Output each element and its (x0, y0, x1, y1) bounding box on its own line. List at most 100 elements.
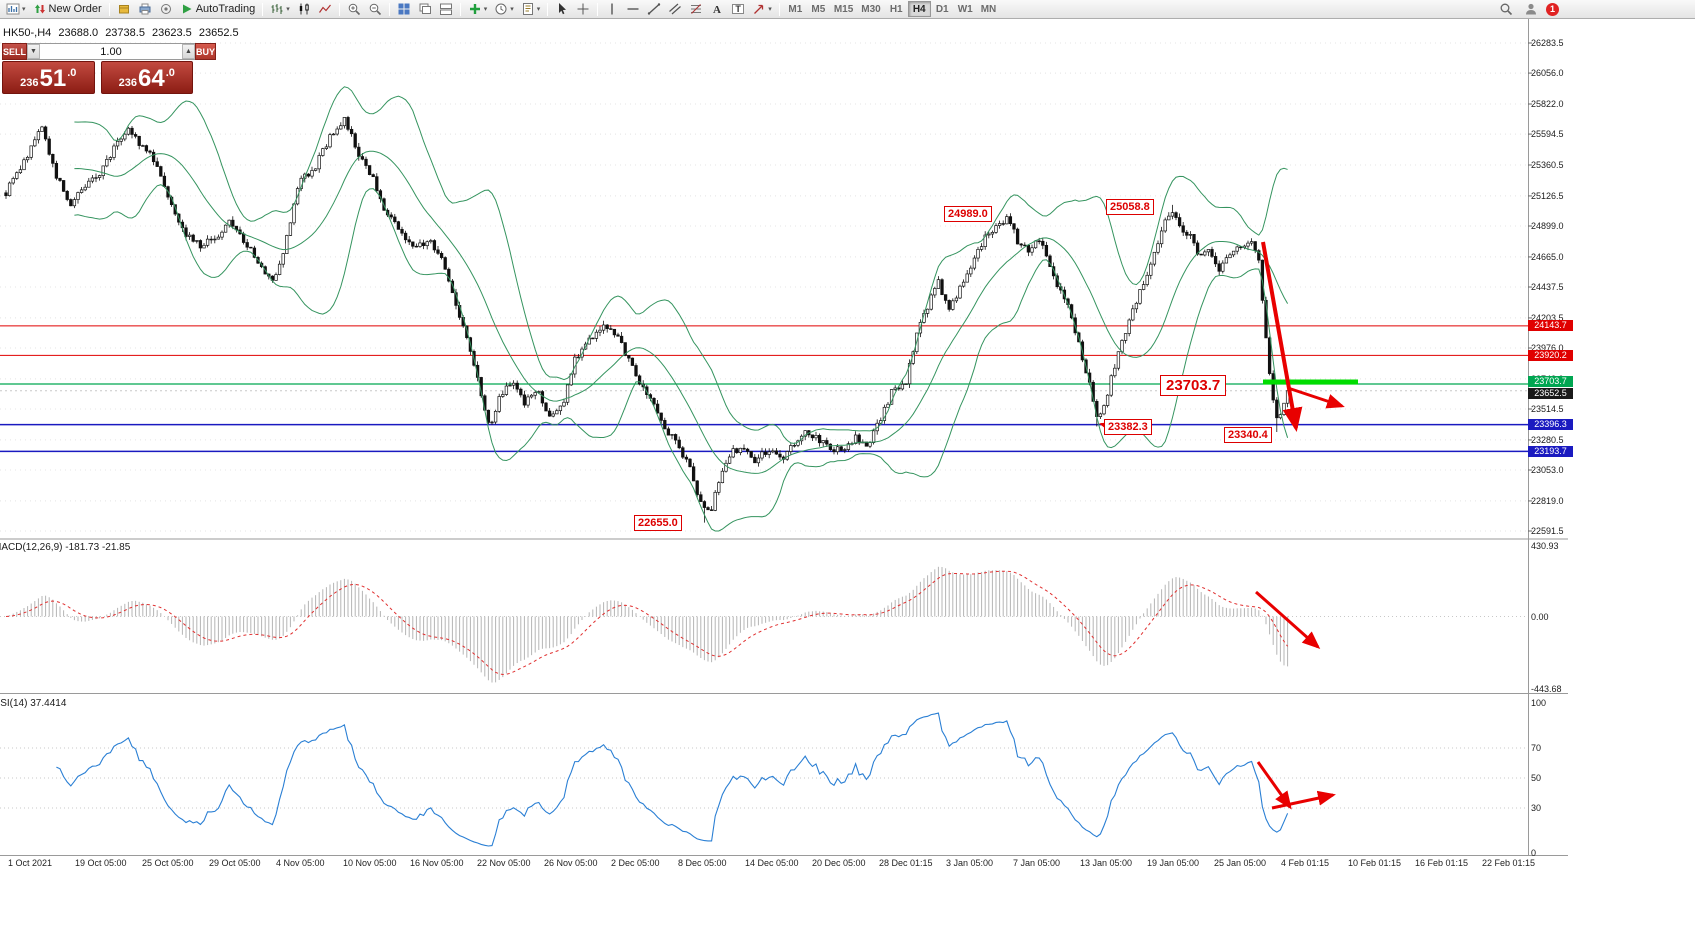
horizontal-line-icon (627, 8, 639, 10)
arrow-shapes-icon (754, 4, 764, 14)
cursor-tool-button[interactable] (552, 1, 572, 18)
clock-icon (495, 3, 507, 15)
text-icon: A (713, 4, 721, 16)
toolbar-right-cluster: 1 (1496, 1, 1559, 18)
new-order-button[interactable]: New Order (30, 1, 105, 18)
add-indicator-button[interactable]: ▾ (465, 1, 491, 18)
svg-text:A: A (713, 4, 721, 16)
green-plus-icon (469, 4, 480, 14)
search-icon (1500, 3, 1513, 16)
chart-ohlc-header: HK50-,H4 23688.0 23738.5 23623.5 23652.5 (3, 27, 243, 39)
sell-price-prefix: 236 (20, 77, 39, 89)
caret-down-icon: ▾ (483, 5, 488, 13)
rsi-header: RSI(14) 37.4414 (0, 698, 67, 709)
zoom-out-icon (369, 3, 381, 16)
chart-window-icon (6, 3, 20, 15)
sell-button[interactable]: SELL (2, 43, 28, 60)
timeframe-button-d1[interactable]: D1 (931, 1, 954, 17)
macd-header: MACD(12,26,9) -181.73 -21.85 (0, 542, 131, 553)
caret-down-icon: ▾ (536, 5, 541, 13)
candlestick-chart-type-button[interactable] (294, 1, 314, 18)
buy-price-display[interactable]: 236 64 .0 (100, 61, 193, 94)
arrange-windows-button[interactable] (436, 1, 456, 18)
timeframe-button-h4[interactable]: H4 (907, 1, 931, 17)
package-icon (118, 5, 129, 14)
tile-windows-icon (398, 3, 410, 15)
buy-button[interactable]: BUY (195, 43, 217, 60)
account-button[interactable] (1521, 1, 1541, 18)
notification-badge[interactable]: 1 (1546, 2, 1559, 16)
price-callout[interactable]: 25058.8 (1106, 199, 1154, 215)
sell-price-big-digits: 51 (39, 65, 67, 92)
sell-price-suffix: .0 (67, 67, 77, 79)
vertical-line-tool-button[interactable] (602, 1, 622, 18)
buy-price-big-digits: 64 (137, 65, 165, 92)
cascade-windows-button[interactable] (415, 1, 435, 18)
fibonacci-tool-button[interactable] (686, 1, 706, 18)
rsi-layer (0, 712, 1528, 847)
package-button[interactable] (114, 1, 134, 18)
price-callout[interactable]: 23382.3 (1104, 419, 1152, 435)
text-label-tool-button[interactable]: T (728, 1, 748, 18)
annotations-layer (1099, 241, 1358, 810)
timeframe-button-m30[interactable]: M30 (857, 1, 884, 17)
symbol-period-label: HK50-,H4 (3, 27, 52, 39)
buy-price-suffix: .0 (165, 67, 175, 79)
caret-down-icon: ▾ (286, 5, 290, 13)
bar-chart-type-button[interactable]: ▾ (267, 1, 293, 18)
channel-tool-button[interactable] (665, 1, 685, 18)
volume-input[interactable] (40, 44, 183, 59)
timeframe-button-m15[interactable]: M15 (830, 1, 857, 17)
timeframe-button-m1[interactable]: M1 (784, 1, 807, 17)
templates-button[interactable]: ▾ (518, 1, 544, 18)
autotrading-play-icon (182, 4, 192, 14)
caret-down-icon: ▾ (510, 5, 514, 13)
autotrading-button[interactable]: AutoTrading (177, 1, 259, 18)
main-toolbar: ▾ New Order AutoTrading ▾ (0, 0, 1695, 19)
price-callout[interactable]: 22655.0 (634, 515, 682, 531)
crosshair-icon (577, 3, 589, 15)
line-chart-type-button[interactable] (315, 1, 335, 18)
toolbar-separator (388, 2, 390, 16)
close-value: 23652.5 (198, 27, 239, 39)
record-button[interactable] (156, 1, 176, 18)
volume-increase-button[interactable]: ▲ (182, 44, 196, 59)
buy-price-prefix: 236 (118, 77, 137, 89)
price-callout[interactable]: 23340.4 (1224, 427, 1272, 443)
zoom-in-button[interactable] (344, 1, 364, 18)
cascade-windows-icon (419, 3, 431, 14)
trendline-icon (648, 3, 661, 15)
timeframe-button-mn[interactable]: MN (977, 1, 1001, 17)
volume-decrease-button[interactable]: ▼ (27, 44, 41, 59)
horizontal-line-tool-button[interactable] (623, 1, 643, 18)
price-callout[interactable]: 23703.7 (1160, 375, 1227, 396)
user-icon (1526, 3, 1536, 15)
toolbar-separator (108, 2, 110, 16)
tile-windows-button[interactable] (394, 1, 414, 18)
line-chart-type-icon (318, 4, 331, 13)
arrows-shapes-tool-button[interactable]: ▾ (749, 1, 775, 18)
caret-down-icon: ▾ (22, 5, 26, 13)
main-chart-layer (0, 42, 1528, 532)
candlestick-chart-type-icon (299, 3, 309, 15)
zoom-in-icon (348, 3, 360, 16)
period-button[interactable]: ▾ (491, 1, 517, 18)
timeframe-button-w1[interactable]: W1 (954, 1, 977, 17)
text-tool-button[interactable]: A (707, 1, 727, 18)
search-button[interactable] (1496, 1, 1516, 18)
trendline-tool-button[interactable] (644, 1, 664, 18)
price-callout[interactable]: 24989.0 (944, 206, 992, 222)
print-button[interactable] (135, 1, 155, 18)
record-icon (160, 4, 171, 14)
timeframe-button-h1[interactable]: H1 (885, 1, 908, 17)
new-chart-window-button[interactable]: ▾ (3, 1, 29, 18)
toolbar-separator (547, 2, 549, 16)
zoom-out-button[interactable] (365, 1, 385, 18)
timeframe-button-m5[interactable]: M5 (807, 1, 830, 17)
macd-layer (0, 566, 1528, 683)
sell-price-display[interactable]: 236 51 .0 (2, 61, 95, 94)
crosshair-tool-button[interactable] (573, 1, 593, 18)
vertical-line-icon (611, 3, 613, 15)
